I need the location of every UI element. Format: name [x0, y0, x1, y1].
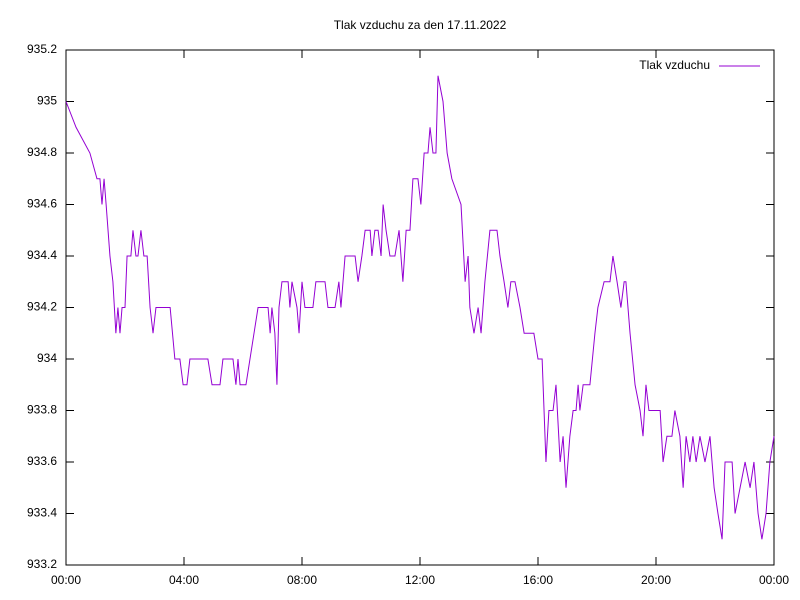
x-tick-label: 04:00 [169, 573, 199, 587]
chart-title: Tlak vzduchu za den 17.11.2022 [334, 18, 507, 32]
y-tick-label: 934 [37, 351, 57, 365]
y-tick-label: 933.2 [27, 557, 57, 571]
y-tick-label: 934.8 [27, 145, 57, 159]
x-tick-label: 16:00 [523, 573, 553, 587]
x-tick-label: 00:00 [51, 573, 81, 587]
y-tick-label: 935 [37, 94, 57, 108]
y-tick-label: 933.8 [27, 403, 57, 417]
x-tick-label: 08:00 [287, 573, 317, 587]
legend-label: Tlak vzduchu [639, 58, 710, 72]
x-tick-label: 20:00 [641, 573, 671, 587]
x-tick-label: 12:00 [405, 573, 435, 587]
y-tick-label: 933.4 [27, 506, 57, 520]
y-tick-label: 934.6 [27, 197, 57, 211]
y-tick-label: 933.6 [27, 454, 57, 468]
y-tick-label: 934.2 [27, 300, 57, 314]
y-tick-label: 935.2 [27, 42, 57, 56]
series-line [65, 75, 775, 540]
y-tick-label: 934.4 [27, 248, 57, 262]
x-tick-label: 00:00 [759, 573, 789, 587]
